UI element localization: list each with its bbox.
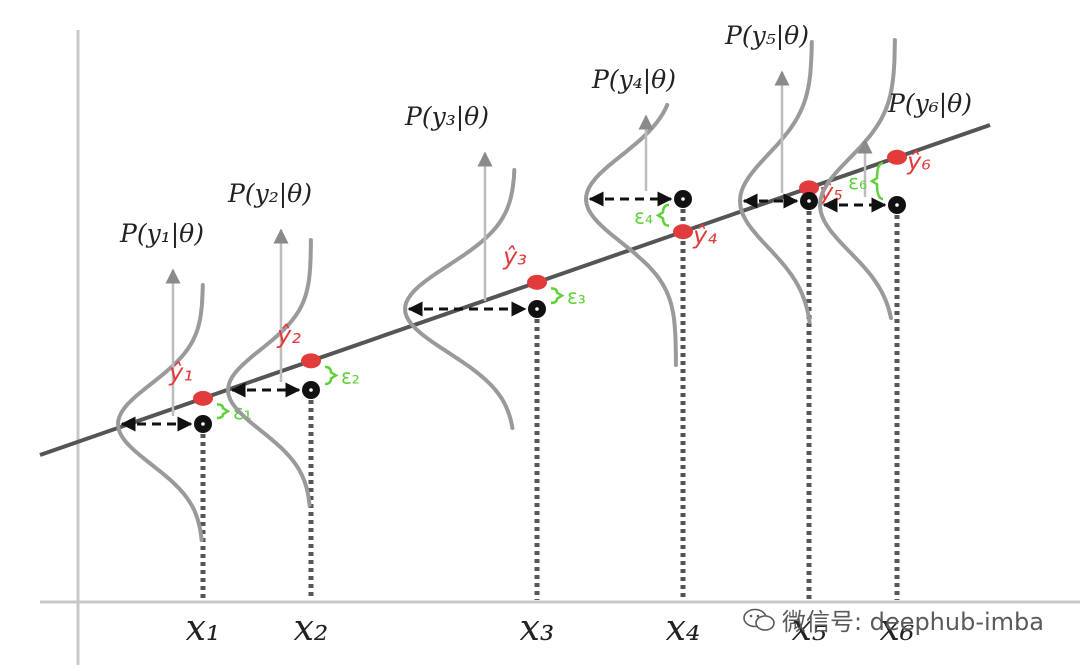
error-brace-2 (324, 365, 339, 386)
predicted-label-2: ŷ₂ (276, 321, 301, 349)
density-curve-3 (403, 168, 517, 430)
error-brace-6 (869, 162, 884, 201)
error-brace-4 (655, 203, 670, 227)
density-label-4: P(y₄|θ) (591, 65, 676, 95)
wechat-icon (743, 608, 775, 631)
watermark: 微信号: deephub-imba (742, 602, 1044, 637)
predicted-point-3 (527, 274, 547, 290)
error-brace-3 (550, 287, 565, 305)
predicted-label-6: ŷ₆ (906, 147, 931, 175)
density-curve-2 (225, 238, 313, 507)
density-curve-1 (115, 283, 205, 542)
watermark-text: 微信号: deephub-imba (781, 608, 1044, 636)
x-axis-label-1: x₁ (186, 608, 221, 649)
density-curve-6 (818, 38, 897, 320)
density-label-5: P(y₅|θ) (724, 21, 809, 51)
x-axis-label-2: x₂ (294, 608, 329, 649)
error-label-2: ε₂ (341, 364, 360, 388)
error-label-3: ε₃ (567, 285, 586, 309)
density-curve-4 (583, 103, 678, 367)
predicted-label-3: ŷ₃ (502, 242, 527, 270)
observed-point-center-3 (535, 307, 539, 311)
density-label-2: P(y₂|θ) (227, 179, 312, 209)
x-axis-label-4: x₄ (666, 608, 701, 649)
predicted-point-5 (799, 180, 819, 196)
density-label-1: P(y₁|θ) (119, 219, 204, 249)
density-label-3: P(y₃|θ) (404, 102, 489, 132)
error-label-4: ε₄ (634, 204, 653, 228)
predicted-point-1 (193, 390, 213, 406)
observed-point-center-4 (681, 197, 685, 201)
observed-point-center-1 (201, 422, 205, 426)
x-axis-label-6: x₆ (880, 608, 915, 649)
predicted-label-1: ŷ₁ (168, 358, 193, 386)
predicted-label-4: ŷ₄ (692, 222, 717, 250)
observed-point-center-5 (807, 199, 811, 203)
predicted-point-2 (301, 353, 321, 369)
error-label-6: ε₆ (848, 170, 867, 194)
error-brace-1 (216, 403, 231, 420)
observed-point-center-6 (895, 203, 899, 207)
x-axis-label-5: x₅ (792, 608, 827, 649)
density-label-6: P(y₆|θ) (887, 89, 972, 119)
density-curve-5 (737, 40, 814, 324)
observed-point-center-2 (309, 388, 313, 392)
predicted-point-6 (887, 149, 907, 165)
x-axis-label-3: x₃ (520, 608, 555, 649)
predicted-point-4 (673, 224, 693, 240)
